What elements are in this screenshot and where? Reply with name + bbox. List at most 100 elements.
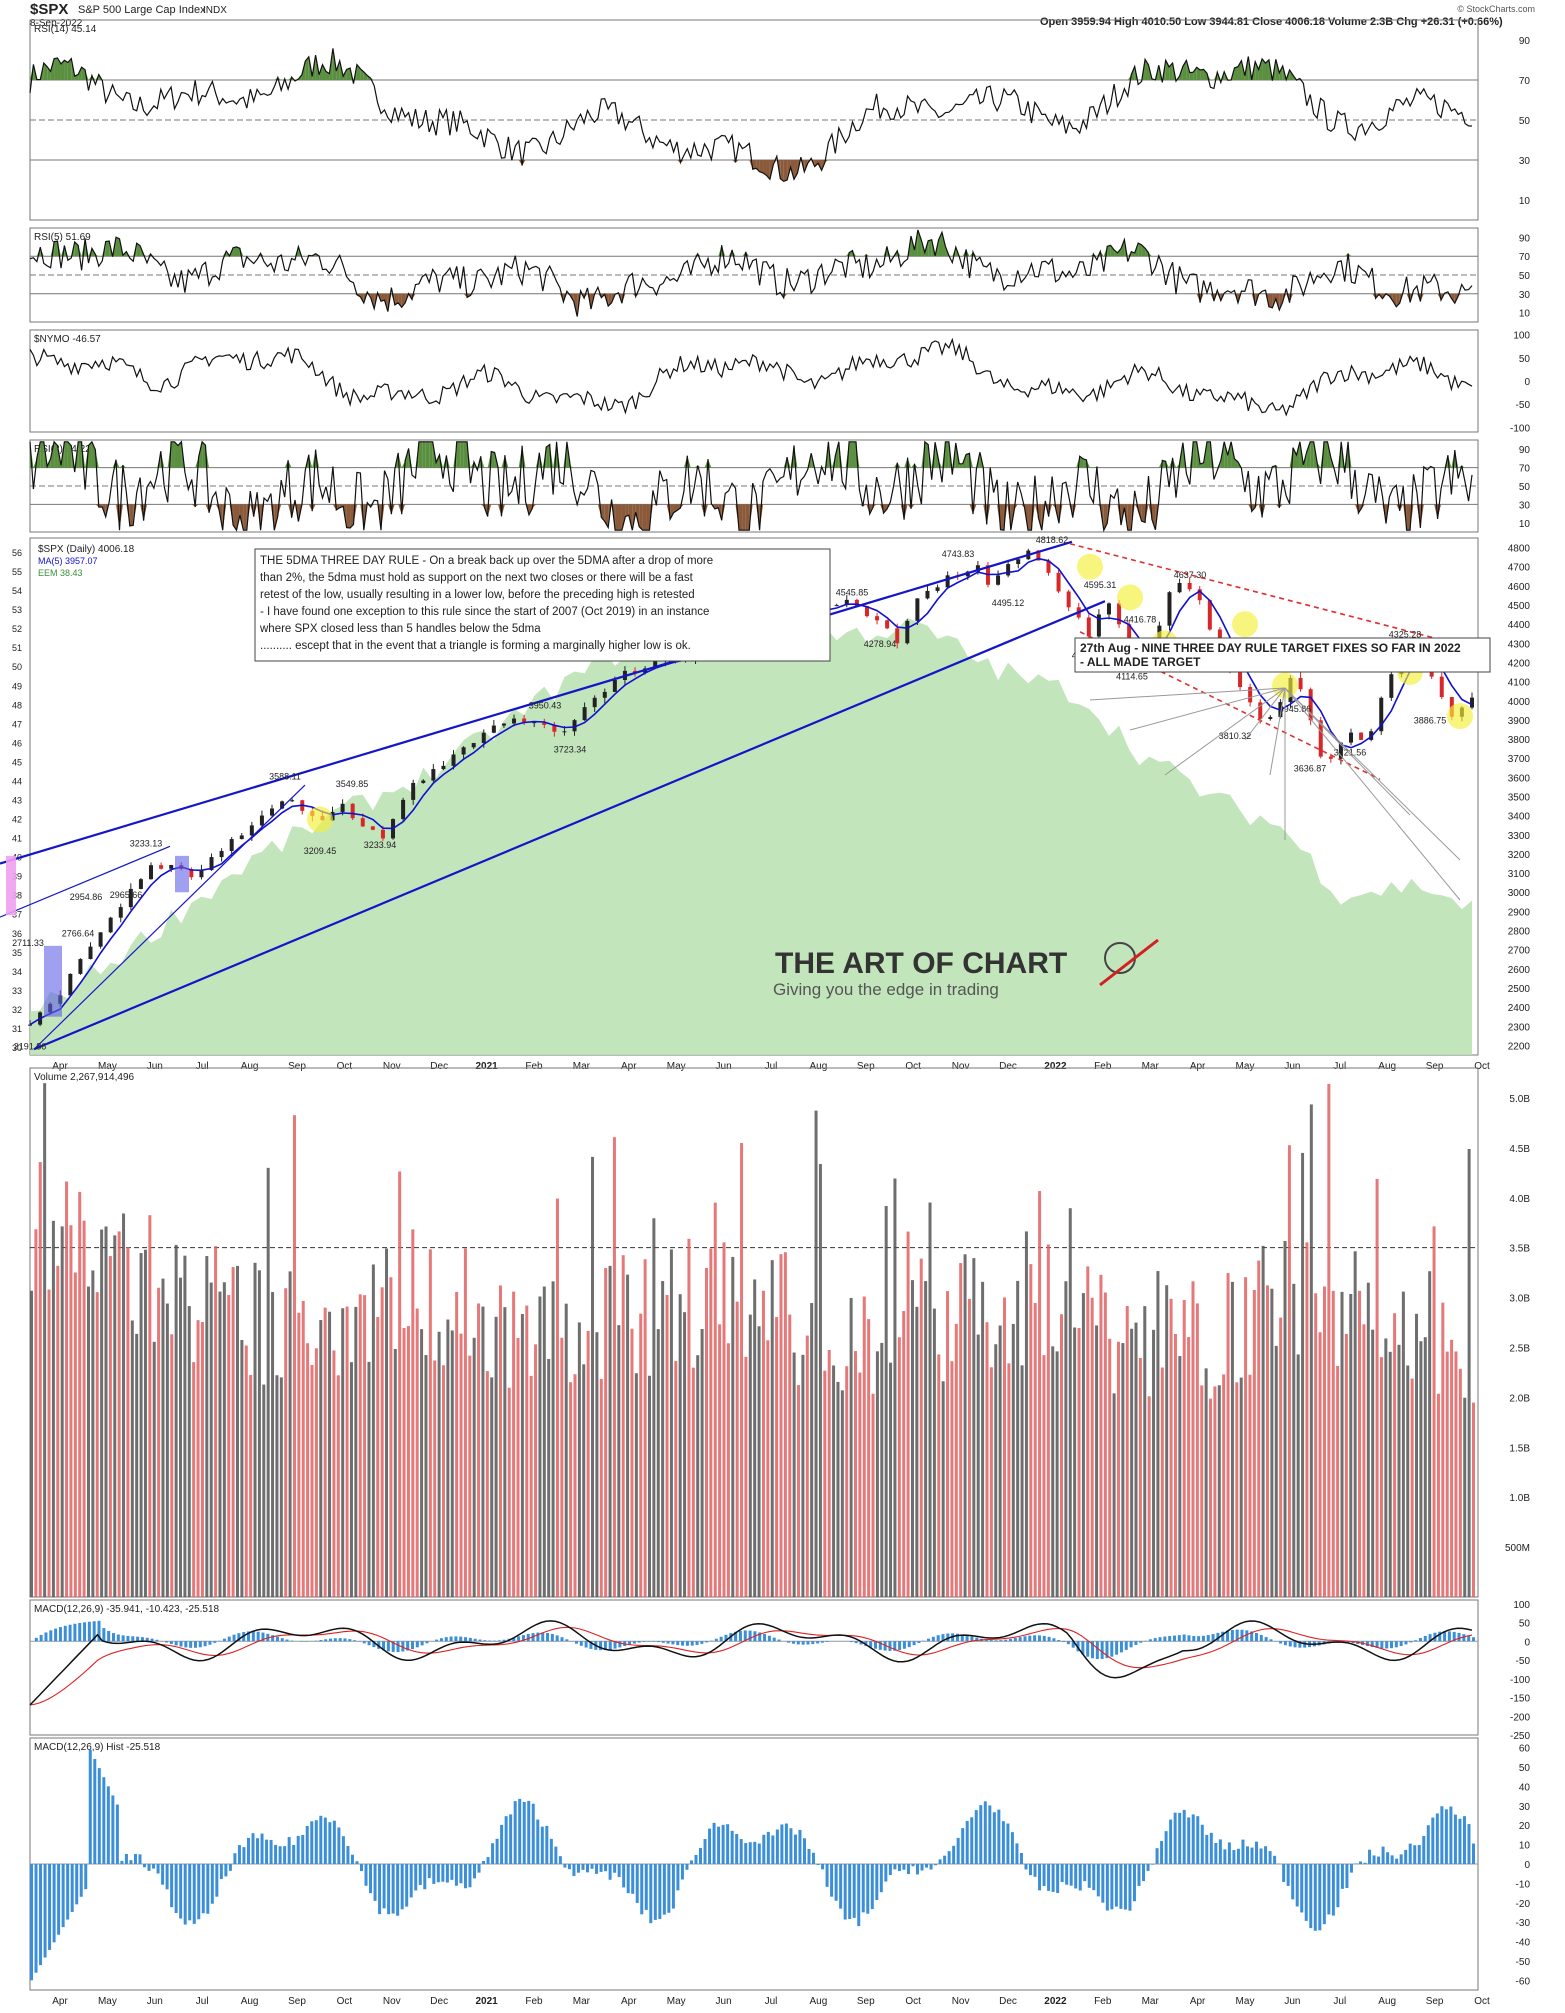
macd-hist-bar (276, 1637, 279, 1642)
macd-hist-bar (1014, 1638, 1017, 1641)
macd-hist-tick-12: 60 (1519, 1744, 1531, 1755)
macd-hist-bar (1327, 1864, 1330, 1914)
price-xtick-11: Mar (573, 1061, 591, 1072)
macd-hist-bar (1159, 1637, 1162, 1641)
volume-bar (214, 1246, 217, 1597)
volume-bar (34, 1229, 37, 1597)
volume-bar (876, 1351, 879, 1597)
eem-legend: EEM 38.43 (38, 568, 83, 578)
rsi2-overbought-fill (78, 442, 81, 468)
macd-hist-bar (125, 1854, 128, 1864)
nymo-tick-1: -50 (1516, 400, 1531, 411)
macd-hist-bar (830, 1864, 833, 1897)
bottom-xtick-12: Apr (621, 1996, 637, 2007)
volume-bar (236, 1266, 239, 1597)
macd-hist-bar (1382, 1847, 1385, 1864)
macd-hist-bar (1028, 1636, 1031, 1642)
macd-hist-bar (889, 1864, 892, 1875)
macd-hist-bar (88, 1622, 91, 1642)
macd-hist-bar (898, 1864, 901, 1871)
macd-hist-bar (1173, 1636, 1176, 1642)
nymo-tick-3: 50 (1519, 354, 1531, 365)
macd-hist-tick-4: -20 (1516, 1899, 1531, 1910)
volume-bar (1156, 1271, 1159, 1597)
macd-hist-bar (773, 1638, 776, 1642)
rsi2-tick-4: 90 (1519, 445, 1531, 456)
macd-hist-bar (107, 1786, 110, 1864)
rsi5-tick-4: 90 (1519, 233, 1531, 244)
macd-hist-bar (749, 1842, 752, 1864)
volume-bar (389, 1277, 392, 1597)
macd-hist-bar (455, 1864, 458, 1886)
volume-bar (705, 1268, 708, 1597)
macd-hist-bar (360, 1864, 363, 1871)
price-candle-body (1299, 678, 1303, 689)
macd-hist-bar (694, 1855, 697, 1864)
macd-hist-bar (116, 1805, 119, 1864)
macd-hist-bar (148, 1864, 151, 1871)
volume-bar (61, 1226, 64, 1597)
volume-bar (718, 1324, 721, 1597)
volume-bar (797, 1385, 800, 1597)
rsi2-overbought-fill (464, 442, 467, 468)
macd-hist-bar (498, 1640, 501, 1641)
macd-hist-bar (1101, 1641, 1104, 1659)
macd-hist-bar (1205, 1835, 1208, 1864)
volume-bar (955, 1324, 958, 1597)
macd-hist-bar (911, 1864, 914, 1866)
volume-bar (1362, 1324, 1365, 1597)
macd-hist-bar (654, 1864, 657, 1920)
rsi2-oversold-fill (347, 504, 350, 528)
eem-tick-23: 53 (12, 605, 22, 615)
volume-bar (604, 1268, 607, 1597)
fan-line-2 (1165, 688, 1285, 775)
bottom-xtick-4: Aug (241, 1996, 259, 2007)
volume-bar (1397, 1345, 1400, 1597)
price-candle-body (996, 575, 1000, 584)
price-candle-body (1167, 592, 1171, 625)
macd-hist-bar (715, 1639, 718, 1642)
macd-hist-bar (988, 1805, 991, 1864)
price-candle-body (583, 707, 587, 720)
volume-bar (315, 1348, 318, 1597)
macd-hist-bar (1202, 1636, 1205, 1641)
macd-hist-bar (328, 1822, 331, 1864)
rule-line-4: where SPX closed less than 5 handles bel… (259, 623, 541, 635)
macd-hist-bar (1445, 1809, 1448, 1864)
macd-hist-bar (966, 1635, 969, 1641)
macd-hist-bar (744, 1843, 747, 1864)
volume-bar (1406, 1366, 1409, 1597)
rule-line-2: retest of the low, usually resulting in … (260, 589, 695, 601)
macd-hist-bar (817, 1864, 820, 1865)
macd-hist-bar (993, 1812, 996, 1864)
volume-bar (793, 1353, 796, 1597)
macd-hist-bar (1231, 1630, 1234, 1641)
volume-bar (232, 1267, 235, 1597)
macd-hist-bar (568, 1864, 571, 1869)
volume-bar (525, 1306, 528, 1597)
macd-hist-bar (1124, 1864, 1127, 1910)
macd-hist-bar (966, 1821, 969, 1864)
volume-bar (1056, 1351, 1059, 1597)
volume-bar (280, 1377, 283, 1597)
volume-bar (118, 1231, 121, 1597)
macd-hist-bar (1169, 1820, 1172, 1864)
price-tick-26: 4800 (1508, 544, 1531, 555)
macd-hist-bar (1029, 1864, 1032, 1875)
price-candle-body (1057, 573, 1061, 592)
volume-bar (595, 1332, 598, 1597)
macd-hist-bar (1287, 1864, 1290, 1886)
bottom-xtick-29: Sep (1426, 1996, 1444, 2007)
macd-hist-bar (1419, 1638, 1422, 1641)
macd-hist-bar (450, 1637, 453, 1642)
price-tick-3: 2500 (1508, 984, 1531, 995)
macd-hist-bar (1418, 1845, 1421, 1864)
macd-hist-bar (1294, 1641, 1297, 1647)
price-tick-0: 2200 (1508, 1041, 1531, 1052)
volume-bar (959, 1263, 962, 1597)
macd-hist-bar (175, 1641, 178, 1645)
volume-bar (727, 1343, 730, 1597)
macd-hist-bar (884, 1864, 887, 1882)
macd-hist-bar (40, 1635, 43, 1641)
volume-bar (109, 1256, 112, 1597)
